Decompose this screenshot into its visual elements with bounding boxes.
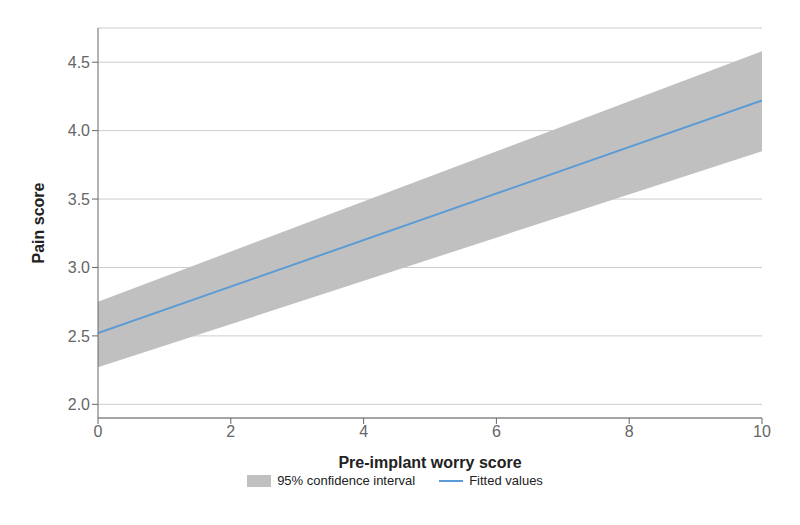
svg-text:2.0: 2.0 <box>68 396 90 413</box>
svg-text:8: 8 <box>625 423 634 440</box>
svg-text:2: 2 <box>226 423 235 440</box>
svg-text:0: 0 <box>94 423 103 440</box>
svg-text:Pain score: Pain score <box>30 182 47 263</box>
svg-text:4: 4 <box>359 423 368 440</box>
svg-text:3.0: 3.0 <box>68 259 90 276</box>
svg-text:10: 10 <box>753 423 771 440</box>
svg-text:4.5: 4.5 <box>68 54 90 71</box>
svg-text:Pre-implant worry score: Pre-implant worry score <box>338 454 521 471</box>
html-text:95% confidence interval: 95% confidence interval <box>277 473 416 488</box>
svg-text:4.0: 4.0 <box>68 122 90 139</box>
html-text:Fitted values: Fitted values <box>469 473 543 488</box>
svg-text:2.5: 2.5 <box>68 328 90 345</box>
svg-text:6: 6 <box>492 423 501 440</box>
svg-text:3.5: 3.5 <box>68 191 90 208</box>
